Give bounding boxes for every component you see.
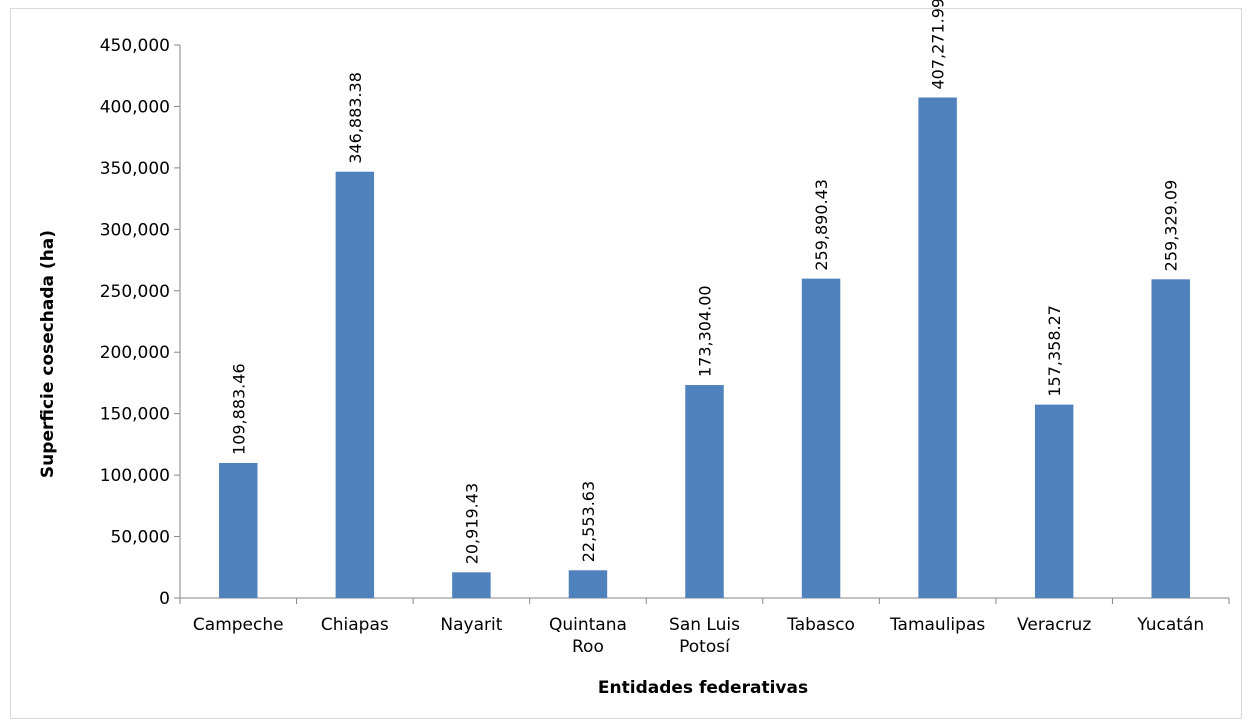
y-tick-label: 250,000 bbox=[100, 282, 170, 302]
bar bbox=[568, 570, 608, 598]
data-label: 173,304.00 bbox=[696, 285, 715, 377]
y-axis: 0 50,000 100,000 150,000 200,000 250,000 300,0… bbox=[100, 36, 181, 609]
x-tick-label: Quintana Roo bbox=[549, 615, 627, 657]
y-tick-label: 50,000 bbox=[111, 528, 170, 548]
y-tick-label: 300,000 bbox=[100, 220, 170, 240]
y-tick-label: 0 bbox=[159, 589, 170, 609]
chart-frame bbox=[10, 8, 1242, 719]
data-label: 109,883.46 bbox=[229, 363, 248, 455]
x-tick-label: Nayarit bbox=[440, 615, 502, 635]
data-label: 20,919.43 bbox=[462, 483, 481, 564]
y-tick-label: 400,000 bbox=[100, 97, 170, 117]
y-tick-label: 450,000 bbox=[100, 36, 170, 56]
data-label: 259,329.09 bbox=[1162, 180, 1181, 272]
y-tick-label: 150,000 bbox=[100, 405, 170, 425]
bar bbox=[918, 97, 957, 598]
bar bbox=[219, 462, 258, 598]
data-labels: 109,883.46 346,883.38 20,919.43 22,553.63 17… bbox=[229, 0, 1180, 564]
bar bbox=[801, 278, 841, 598]
x-tick-label: Tamaulipas bbox=[889, 615, 985, 635]
data-label: 407,271.99 bbox=[929, 0, 948, 90]
x-axis: Campeche Chiapas Nayarit Quintana Roo San Lui… bbox=[179, 597, 1230, 657]
data-label: 259,890.43 bbox=[812, 179, 831, 271]
x-tick-label: Tabasco bbox=[786, 615, 855, 635]
bar bbox=[1034, 404, 1074, 598]
bar bbox=[335, 171, 375, 598]
x-tick-label: Yucatán bbox=[1136, 615, 1204, 635]
y-tick-label: 350,000 bbox=[100, 159, 170, 179]
y-axis-title: Superficie cosechada (ha) bbox=[38, 230, 58, 478]
bars bbox=[219, 97, 1190, 598]
x-tick-label: Veracruz bbox=[1017, 615, 1091, 635]
data-label: 22,553.63 bbox=[579, 481, 598, 562]
bar bbox=[1151, 279, 1190, 598]
x-tick-label: San Luis Potosí bbox=[669, 615, 740, 657]
y-tick-label: 200,000 bbox=[100, 343, 170, 363]
bar bbox=[685, 385, 724, 598]
x-axis-title: Entidades federativas bbox=[598, 678, 808, 698]
bar bbox=[452, 572, 491, 598]
x-tick-label: Chiapas bbox=[321, 615, 389, 635]
data-label: 346,883.38 bbox=[346, 72, 365, 164]
y-tick-label: 100,000 bbox=[100, 466, 170, 486]
x-tick-label: Campeche bbox=[193, 615, 284, 635]
data-label: 157,358.27 bbox=[1045, 305, 1064, 397]
